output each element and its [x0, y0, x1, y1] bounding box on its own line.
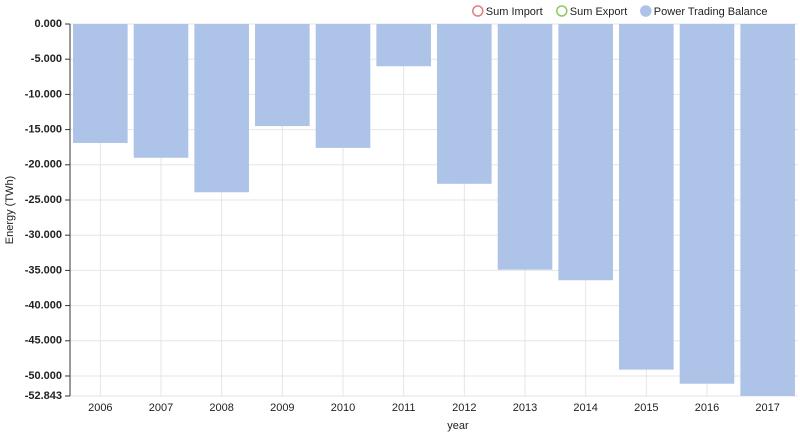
y-axis-label: Energy (TWh)	[4, 176, 16, 244]
x-tick-label: 2015	[634, 402, 658, 414]
bar	[194, 24, 249, 193]
x-tick-label: 2012	[452, 402, 476, 414]
x-tick-label: 2013	[513, 402, 537, 414]
bar	[376, 24, 431, 67]
y-tick-label: -50.000	[25, 370, 62, 382]
bar	[73, 24, 128, 143]
bar	[558, 24, 613, 281]
y-tick-label: -5.000	[31, 53, 62, 65]
x-tick-label: 2007	[149, 402, 173, 414]
bar	[679, 24, 735, 384]
x-tick-label: 2017	[755, 402, 779, 414]
legend-label[interactable]: Power Trading Balance	[654, 6, 768, 18]
y-tick-label: -35.000	[25, 264, 62, 276]
y-tick-label: -30.000	[25, 229, 62, 241]
x-tick-label: 2006	[88, 402, 112, 414]
y-tick-label: -45.000	[25, 335, 62, 347]
bar	[437, 24, 492, 184]
x-tick-label: 2010	[331, 402, 355, 414]
y-tick-label: -15.000	[25, 124, 62, 136]
legend-marker[interactable]	[640, 5, 652, 17]
y-tick-label: -20.000	[25, 159, 62, 171]
y-tick-label: -10.000	[25, 88, 62, 100]
legend-label[interactable]: Sum Import	[486, 6, 543, 18]
bar	[619, 24, 674, 370]
y-tick-label: -40.000	[25, 299, 62, 311]
bar	[740, 24, 795, 396]
y-tick-label: -25.000	[25, 194, 62, 206]
bar	[255, 24, 310, 127]
legend-marker[interactable]	[556, 5, 568, 17]
bar	[315, 24, 371, 148]
x-tick-label: 2016	[695, 402, 719, 414]
legend-marker[interactable]	[472, 5, 484, 17]
x-tick-label: 2014	[573, 402, 597, 414]
bar	[133, 24, 189, 158]
bar	[497, 24, 553, 270]
x-tick-label: 2008	[209, 402, 233, 414]
x-tick-label: 2009	[270, 402, 294, 414]
x-tick-label: 2011	[392, 402, 416, 414]
y-tick-label: 0.000	[34, 18, 62, 30]
y-tick-label: -52.843	[25, 390, 62, 402]
legend-label[interactable]: Sum Export	[570, 6, 627, 18]
x-axis-label: year	[447, 420, 469, 432]
